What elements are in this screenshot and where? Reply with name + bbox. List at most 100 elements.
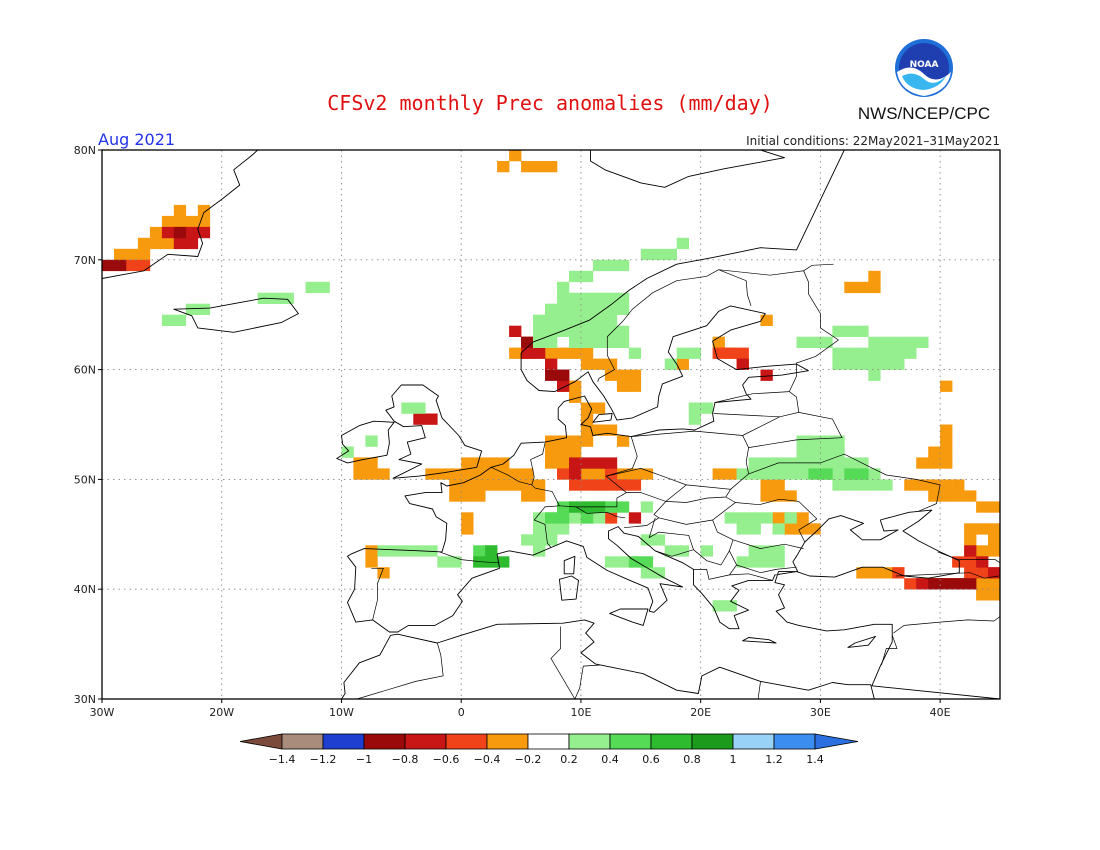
anomaly-cell: [880, 479, 893, 491]
anomaly-cell: [473, 556, 486, 568]
anomaly-cell: [604, 325, 618, 337]
anomaly-cell: [521, 479, 534, 491]
longitude-tick-label: 40E: [930, 706, 951, 719]
anomaly-cell: [892, 358, 905, 370]
anomaly-cell: [796, 523, 809, 535]
anomaly-cell: [772, 556, 785, 568]
anomaly-cell: [401, 545, 414, 557]
anomaly-cell: [137, 248, 151, 261]
initial-conditions-label: Initial conditions: 22May2021–31May2021: [746, 134, 1000, 148]
colorbar-tick-label: −0.8: [392, 753, 419, 766]
country-border: [714, 391, 790, 403]
anomaly-cell: [557, 468, 570, 480]
anomaly-cell: [988, 578, 1000, 590]
anomaly-cell: [569, 446, 582, 458]
anomaly-cell: [796, 446, 809, 458]
colorbar-segment: [322, 733, 365, 750]
anomaly-cell: [365, 468, 378, 480]
anomaly-cell: [592, 325, 606, 337]
anomaly-cell: [473, 468, 486, 480]
anomaly-cell: [485, 457, 498, 469]
country-border: [439, 551, 500, 564]
anomaly-cell: [868, 270, 881, 283]
coastline-zealand: [592, 413, 613, 423]
anomaly-cell: [521, 336, 534, 348]
anomaly-cell: [784, 512, 797, 524]
anomaly-cell: [808, 435, 821, 447]
anomaly-cell: [353, 457, 366, 469]
anomaly-cell: [377, 468, 390, 480]
anomaly-cell: [580, 424, 594, 436]
anomaly-cell: [868, 369, 881, 381]
colorbar-tick-label: −1.4: [269, 753, 296, 766]
anomaly-cell: [473, 490, 486, 502]
anomaly-cell: [365, 556, 378, 568]
anomaly-cell: [461, 457, 474, 469]
anomaly-cell: [832, 446, 845, 458]
anomaly-cell: [604, 369, 618, 381]
anomaly-cell: [952, 556, 965, 568]
anomaly-cell: [449, 479, 462, 491]
anomaly-cell: [437, 556, 450, 568]
anomaly-cell: [640, 501, 654, 513]
longitude-tick-label: 20E: [690, 706, 711, 719]
anomaly-cell: [976, 501, 989, 513]
anomaly-cell: [281, 292, 294, 304]
anomaly-cell: [652, 567, 666, 579]
colorbar-segment: [281, 733, 324, 750]
anomaly-cell: [616, 336, 630, 348]
anomaly-cell: [772, 468, 785, 480]
colorbar-tick-label: 1.4: [806, 753, 824, 766]
anomaly-cell: [173, 237, 187, 250]
country-border: [371, 567, 384, 620]
anomaly-cell: [820, 435, 833, 447]
longitude-tick-label: 30W: [90, 706, 115, 719]
anomaly-cell: [569, 270, 582, 283]
anomaly-cell: [844, 347, 857, 359]
anomaly-cell: [976, 578, 989, 590]
anomaly-cell: [796, 336, 809, 348]
anomaly-cell: [868, 336, 881, 348]
anomaly-cell: [736, 556, 749, 568]
colorbar-segment: [568, 733, 611, 750]
anomaly-cell: [856, 468, 869, 480]
anomaly-cell: [976, 567, 989, 579]
anomaly-cell: [616, 479, 630, 491]
anomaly-cell: [940, 435, 953, 447]
colorbar-segment: [445, 733, 488, 750]
anomaly-cell: [580, 435, 594, 447]
colorbar-tick-label: 0.4: [601, 753, 619, 766]
anomaly-cell: [976, 545, 989, 557]
anomaly-cell: [988, 523, 1000, 535]
anomaly-cell: [497, 556, 510, 568]
colorbar-tick-label: −0.6: [433, 753, 460, 766]
anomaly-cell: [652, 248, 666, 261]
anomaly-cell: [604, 556, 618, 568]
anomaly-cell: [964, 556, 977, 568]
anomaly-cell: [676, 545, 689, 557]
anomaly-cell: [844, 457, 857, 469]
anomaly-cell: [760, 512, 773, 524]
colorbar-segment: [773, 733, 816, 750]
anomaly-cell: [808, 336, 821, 348]
anomaly-cell: [473, 479, 486, 491]
anomaly-cell: [832, 347, 845, 359]
anomaly-cell: [820, 468, 833, 480]
anomaly-cell: [173, 204, 187, 217]
anomaly-cell: [856, 567, 869, 579]
anomaly-cell: [497, 468, 510, 480]
anomaly-cell: [473, 545, 486, 557]
country-border: [574, 664, 601, 699]
anomaly-cell: [736, 468, 749, 480]
anomaly-cell: [413, 402, 426, 414]
anomaly-cell: [317, 281, 330, 294]
anomaly-cell: [580, 347, 594, 359]
country-border: [550, 626, 576, 699]
anomaly-cell: [844, 358, 857, 370]
anomaly-cell: [640, 248, 654, 261]
coastline-iceland: [173, 297, 299, 333]
anomaly-cell: [616, 380, 630, 392]
anomaly-cell: [592, 402, 606, 414]
country-border: [490, 466, 560, 548]
anomaly-cell: [185, 215, 199, 228]
